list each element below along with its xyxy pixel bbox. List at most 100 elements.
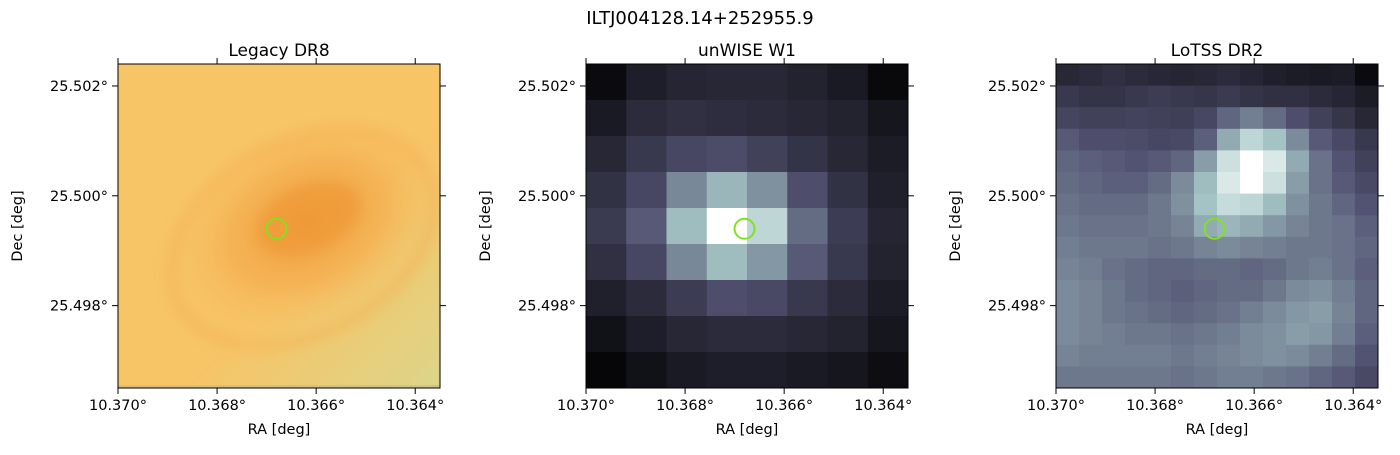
pixel-cell [1286, 215, 1310, 238]
pixel-cell [1056, 172, 1080, 195]
pixel-cell [1102, 344, 1126, 367]
pixel-cell [1056, 150, 1080, 173]
pixel-cell [1148, 172, 1172, 195]
pixel-cell [1309, 150, 1333, 173]
pixel-cell [626, 352, 668, 388]
panel-1: 10.370° 10.368° 10.366° 10.364° 25.498° 25.50… [10, 41, 446, 438]
pixel-cell [1355, 301, 1378, 324]
pixel-cell [747, 244, 788, 281]
pixel-cell [1171, 172, 1195, 195]
pixel-cell [787, 172, 829, 209]
pixel-cell [1240, 215, 1264, 238]
pixel-cell [1148, 107, 1172, 130]
pixel-cell [827, 244, 869, 281]
pixel-cell [867, 208, 908, 245]
pixel-cell [1194, 280, 1218, 303]
pixel-cell [1194, 172, 1218, 195]
pixel-cell [1355, 366, 1378, 388]
y-tick-label: 25.498° [518, 299, 576, 315]
pixel-cell [1079, 193, 1103, 216]
pixel-cell [1194, 344, 1218, 367]
pixel-cell [1125, 258, 1149, 281]
pixel-cell [1079, 172, 1103, 195]
y-axis-label: Dec [deg] [478, 190, 494, 261]
panel-title: LoTSS DR2 [1171, 41, 1264, 61]
pixel-cell [1263, 172, 1287, 195]
pixel-cell [706, 352, 748, 388]
pixel-cell [706, 172, 748, 209]
pixel-cell [1125, 64, 1149, 87]
x-tick-label: 10.366° [755, 398, 813, 414]
pixel-cell [827, 208, 869, 245]
pixel-cell [1056, 258, 1080, 281]
pixel-cell [1309, 193, 1333, 216]
pixel-cell [1286, 366, 1310, 388]
pixel-cell [1056, 64, 1080, 87]
pixel-cell [1332, 215, 1356, 238]
pixel-cell [1171, 85, 1195, 108]
pixel-cell [1148, 258, 1172, 281]
pixel-cell [1240, 107, 1264, 130]
pixel-cell [1217, 215, 1241, 238]
pixel-cell [666, 352, 708, 388]
pixel-cell [1194, 150, 1218, 173]
x-tick-label: 10.364° [854, 398, 912, 414]
pixel-cell [1286, 301, 1310, 324]
pixel-cell [586, 316, 627, 353]
pixel-cell [1148, 64, 1172, 87]
pixel-cell [1355, 193, 1378, 216]
pixel-cell [787, 244, 829, 281]
pixel-cell [1355, 128, 1378, 151]
pixel-cell [1263, 215, 1287, 238]
pixel-cell [1263, 107, 1287, 130]
pixel-cell [1102, 85, 1126, 108]
pixel-cell [1240, 323, 1264, 346]
pixel-cell [867, 136, 908, 173]
pixel-cell [586, 172, 627, 209]
image-area [586, 64, 908, 388]
pixel-cell [1079, 64, 1103, 87]
pixel-cell [1194, 258, 1218, 281]
pixel-cell [1263, 193, 1287, 216]
pixel-cell [827, 352, 869, 388]
pixel-cell [1079, 215, 1103, 238]
pixel-cell [747, 280, 788, 317]
pixel-cell [1171, 236, 1195, 259]
pixel-cell [1217, 236, 1241, 259]
source-marker [265, 217, 288, 240]
pixel-cell [867, 316, 908, 353]
x-tick-label: 10.364° [386, 398, 444, 414]
pixel-cell [1171, 107, 1195, 130]
pixel-cell [1079, 150, 1103, 173]
pixel-cell [1194, 301, 1218, 324]
pixel-cell [1148, 215, 1172, 238]
panel-3: 10.370° 10.368° 10.366° 10.364° 25.498° 25.50… [948, 41, 1384, 438]
pixel-cell [1217, 128, 1241, 151]
panel-2: 10.370° 10.368° 10.366° 10.364° 25.498° 25.50… [478, 41, 914, 438]
pixel-cell [706, 280, 748, 317]
pixel-cell [1102, 215, 1126, 238]
pixel-cell [1148, 280, 1172, 303]
pixel-cell [1079, 258, 1103, 281]
pixel-cell [1240, 172, 1264, 195]
pixel-cell [1286, 64, 1310, 87]
pixel-cell [1056, 301, 1080, 324]
y-tick-label: 25.500° [988, 189, 1046, 205]
pixel-cell [1332, 107, 1356, 130]
pixel-cell [586, 280, 627, 317]
pixel-cell [1332, 128, 1356, 151]
pixel-cell [1309, 85, 1333, 108]
pixel-cell [747, 100, 788, 137]
pixel-cell [1217, 344, 1241, 367]
pixel-cell [1125, 193, 1149, 216]
pixel-cell [1332, 193, 1356, 216]
pixel-cell [1309, 128, 1333, 151]
pixel-cell [1217, 193, 1241, 216]
pixel-cell [1355, 85, 1378, 108]
pixel-cell [1148, 128, 1172, 151]
pixel-cell [1355, 344, 1378, 367]
pixel-cell [1309, 215, 1333, 238]
x-tick-label: 10.370° [557, 398, 615, 414]
pixel-cell [787, 64, 829, 101]
